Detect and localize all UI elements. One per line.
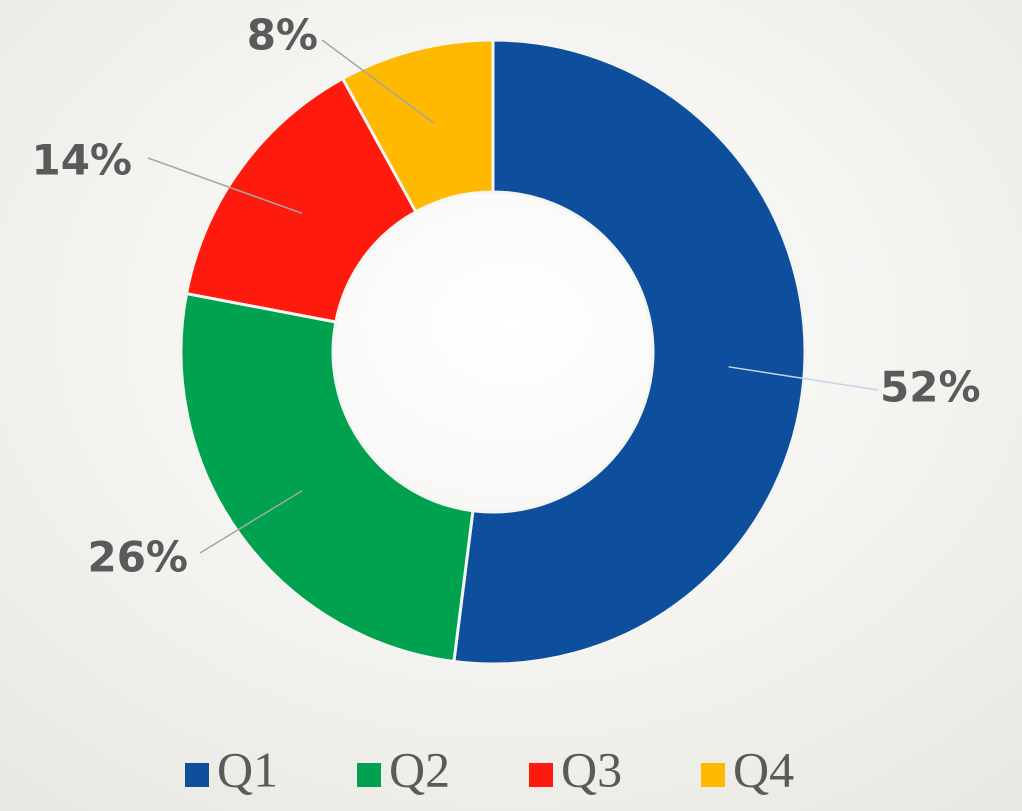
- data-label: 14%: [31, 136, 132, 185]
- legend-label: Q2: [389, 741, 450, 797]
- legend-swatch: [529, 763, 553, 787]
- leader-line: [147, 157, 303, 214]
- leader-line: [321, 39, 435, 125]
- data-label: 8%: [247, 11, 318, 60]
- legend-swatch: [185, 763, 209, 787]
- data-label: 26%: [87, 533, 188, 582]
- slice: [452, 38, 807, 666]
- legend-swatch: [701, 763, 725, 787]
- leader-line: [728, 366, 879, 391]
- data-label: 52%: [880, 363, 981, 412]
- legend-label: Q4: [733, 741, 794, 797]
- slice: [179, 291, 475, 664]
- leader-line: [199, 490, 303, 554]
- slice: [184, 76, 418, 324]
- legend-swatch: [357, 763, 381, 787]
- legend-label: Q3: [561, 741, 622, 797]
- legend-label: Q1: [217, 741, 278, 797]
